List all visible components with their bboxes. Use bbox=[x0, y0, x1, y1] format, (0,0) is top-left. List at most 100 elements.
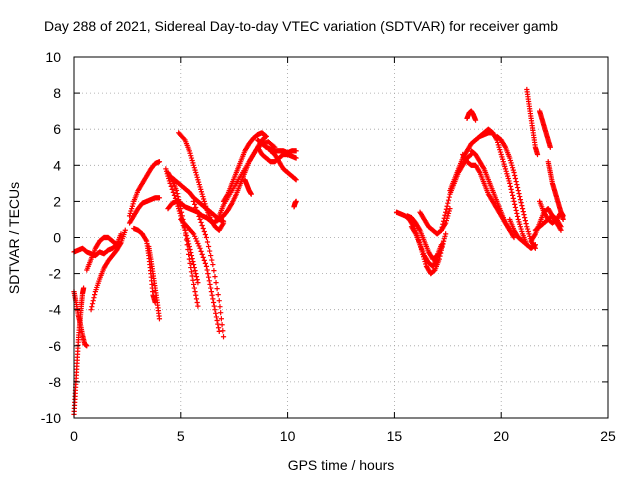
data-point bbox=[209, 257, 215, 263]
x-tick-label: 20 bbox=[493, 428, 509, 444]
data-point bbox=[547, 144, 553, 150]
data-point bbox=[219, 322, 225, 328]
data-point bbox=[517, 193, 523, 200]
data-point bbox=[195, 177, 201, 183]
data-point bbox=[187, 260, 193, 266]
data-point bbox=[203, 263, 210, 269]
data-point bbox=[200, 196, 207, 202]
data-point bbox=[179, 213, 185, 219]
x-tick-label: 25 bbox=[600, 428, 616, 444]
data-point bbox=[443, 231, 449, 237]
x-tick-label: 10 bbox=[280, 428, 296, 444]
data-point bbox=[440, 221, 446, 227]
series-arc-n bbox=[191, 198, 227, 340]
series-arc-i bbox=[146, 243, 163, 322]
data-point bbox=[88, 307, 94, 313]
data-point bbox=[171, 192, 177, 198]
data-point bbox=[439, 224, 445, 230]
data-point bbox=[193, 292, 199, 298]
data-point bbox=[518, 200, 524, 206]
data-point bbox=[445, 197, 452, 203]
data-point bbox=[524, 224, 530, 230]
data-point bbox=[195, 240, 201, 247]
data-point bbox=[202, 231, 208, 238]
data-point bbox=[199, 251, 205, 257]
y-tick-label: -8 bbox=[49, 374, 62, 390]
data-point bbox=[501, 161, 507, 167]
data-point bbox=[440, 240, 446, 247]
data-point bbox=[497, 147, 503, 153]
data-point bbox=[503, 168, 509, 174]
data-point bbox=[502, 163, 508, 170]
data-point bbox=[508, 186, 514, 192]
data-point bbox=[195, 280, 201, 286]
data-point bbox=[129, 203, 135, 209]
data-point bbox=[532, 242, 538, 248]
data-point bbox=[184, 242, 190, 248]
data-point bbox=[210, 296, 216, 302]
data-point bbox=[197, 184, 203, 190]
data-point bbox=[444, 203, 450, 209]
data-point bbox=[212, 274, 218, 280]
data-point bbox=[204, 267, 210, 273]
series-arc-m bbox=[165, 169, 201, 309]
data-point bbox=[127, 210, 133, 217]
data-point bbox=[90, 298, 96, 304]
data-point bbox=[467, 152, 474, 158]
data-point bbox=[522, 215, 528, 221]
data-point bbox=[198, 189, 205, 195]
data-point bbox=[516, 190, 522, 197]
data-point bbox=[191, 231, 197, 237]
series-arc-ag bbox=[468, 148, 517, 241]
data-point bbox=[122, 227, 128, 233]
data-point bbox=[506, 178, 512, 184]
data-point bbox=[210, 261, 216, 268]
data-point bbox=[515, 187, 521, 194]
data-point bbox=[220, 334, 227, 340]
series-arc-aj bbox=[507, 216, 538, 251]
data-point bbox=[511, 169, 517, 176]
data-point bbox=[507, 157, 514, 164]
data-point bbox=[81, 285, 87, 291]
data-point bbox=[194, 238, 200, 244]
data-point bbox=[558, 227, 564, 233]
data-point bbox=[526, 231, 532, 237]
data-point bbox=[156, 316, 163, 322]
data-point bbox=[193, 172, 200, 178]
data-point bbox=[534, 151, 541, 158]
data-points-layer bbox=[71, 86, 566, 417]
data-point bbox=[175, 193, 181, 200]
data-point bbox=[189, 157, 195, 164]
data-point bbox=[497, 149, 504, 155]
data-point bbox=[498, 151, 504, 158]
data-point bbox=[178, 209, 185, 215]
data-point bbox=[441, 215, 447, 221]
data-point bbox=[517, 224, 524, 230]
data-point bbox=[512, 175, 519, 182]
series-arc-r bbox=[220, 130, 269, 204]
data-point bbox=[202, 260, 208, 266]
data-point bbox=[207, 281, 213, 288]
data-point bbox=[209, 292, 215, 298]
series-arc-u bbox=[255, 144, 299, 165]
data-point bbox=[516, 219, 522, 225]
data-point bbox=[509, 162, 515, 168]
data-point bbox=[218, 310, 224, 316]
data-point bbox=[496, 144, 502, 150]
data-point bbox=[293, 155, 299, 161]
data-point bbox=[519, 206, 526, 212]
data-point bbox=[517, 196, 524, 203]
data-point bbox=[199, 191, 205, 197]
data-point bbox=[89, 304, 95, 310]
data-point bbox=[194, 174, 200, 180]
data-point bbox=[205, 243, 212, 250]
data-point bbox=[186, 148, 192, 154]
data-point bbox=[191, 261, 197, 268]
data-point bbox=[508, 160, 514, 166]
data-point bbox=[191, 162, 197, 168]
data-point bbox=[293, 198, 299, 204]
data-point bbox=[441, 236, 447, 242]
data-point bbox=[514, 181, 520, 188]
data-point bbox=[500, 156, 506, 162]
data-point bbox=[200, 225, 206, 232]
